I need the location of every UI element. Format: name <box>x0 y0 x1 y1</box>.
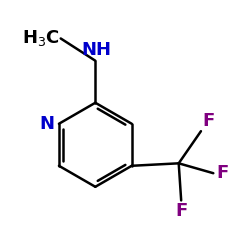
Text: F: F <box>202 112 214 130</box>
Text: NH: NH <box>82 42 112 60</box>
Text: N: N <box>40 115 54 133</box>
Text: H$_3$C: H$_3$C <box>22 28 60 48</box>
Text: F: F <box>175 202 187 220</box>
Text: F: F <box>216 164 228 182</box>
